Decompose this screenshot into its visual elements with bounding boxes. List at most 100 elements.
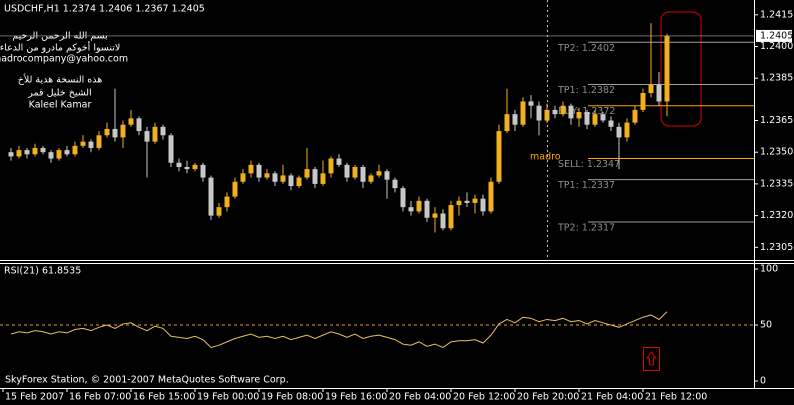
- arrow-box: [643, 347, 660, 371]
- candle-body: [576, 112, 582, 119]
- candle-body: [232, 181, 238, 197]
- candle-body: [560, 105, 566, 115]
- y-tick-label: 50: [760, 320, 772, 331]
- candle-body: [600, 114, 606, 121]
- x-tick-label: 20 Feb 12:00: [453, 392, 515, 403]
- candle-body: [328, 158, 334, 174]
- y-tick-label: 1.2415: [760, 9, 793, 20]
- candle-body: [88, 141, 94, 148]
- candle-body: [416, 200, 422, 212]
- x-tick-label: 16 Feb 15:00: [133, 392, 195, 403]
- candle-body: [112, 128, 118, 138]
- candle-body: [624, 122, 630, 138]
- x-tick-label: 20 Feb 04:00: [389, 392, 451, 403]
- candle-body: [64, 150, 70, 155]
- candle-body: [432, 213, 438, 218]
- candle-body: [656, 84, 662, 102]
- chart-title: USDCHF,H1 1.2374 1.2406 1.2367 1.2405: [4, 4, 205, 15]
- candle-body: [224, 196, 230, 208]
- candle-body: [200, 164, 206, 178]
- candle-body: [56, 150, 62, 159]
- candle-body: [392, 179, 398, 189]
- candle-body: [8, 152, 14, 157]
- annotation: madrocompany@yahoo.com: [0, 54, 128, 65]
- candle-body: [240, 173, 246, 182]
- candle-body: [504, 114, 510, 132]
- candle-body: [152, 126, 158, 142]
- candle-body: [480, 198, 486, 212]
- x-tick-label: 19 Feb 00:00: [197, 392, 259, 403]
- candle-body: [664, 35, 670, 102]
- candle-body: [144, 131, 150, 142]
- candle-body: [472, 198, 478, 203]
- level-label: TP1: 1.2382: [557, 85, 615, 96]
- candle-body: [552, 109, 558, 115]
- x-tick-label: 20 Feb 20:00: [517, 392, 579, 403]
- arrow-icon: [646, 351, 657, 366]
- highlight-box: [660, 11, 702, 127]
- candle-body: [368, 175, 374, 182]
- candle-body: [568, 105, 574, 119]
- y-tick-label: 1.2320: [760, 210, 793, 221]
- candle-body: [520, 101, 526, 125]
- candle-body: [496, 131, 502, 182]
- candle-body: [168, 135, 174, 163]
- y-tick-label: 1.2400: [760, 41, 793, 52]
- candle-body: [304, 169, 310, 178]
- annotation: Kaleel Kamar: [29, 100, 92, 111]
- y-tick-label: 1.2365: [760, 115, 793, 126]
- candle-body: [616, 126, 622, 138]
- candle-body: [160, 126, 166, 136]
- candle-body: [376, 171, 382, 176]
- candle-body: [24, 150, 30, 155]
- candle-body: [408, 207, 414, 212]
- candle-body: [48, 152, 54, 159]
- candle-body: [32, 147, 38, 155]
- rsi-line: [10, 311, 668, 349]
- candle-body: [592, 114, 598, 125]
- level-label: SELL: 1.2347: [558, 159, 620, 170]
- candle-body: [352, 166, 358, 178]
- candle-body: [344, 164, 350, 178]
- candle-body: [640, 93, 646, 110]
- candle-body: [296, 177, 302, 187]
- candle-body: [136, 118, 142, 132]
- candle-body: [584, 112, 590, 125]
- x-tick-label: 16 Feb 07:00: [69, 392, 131, 403]
- candle-body: [360, 166, 366, 182]
- candle-body: [40, 147, 46, 153]
- y-tick-label: 0: [760, 376, 766, 387]
- candle-body: [216, 207, 222, 216]
- candle-body: [72, 145, 78, 155]
- x-tick-label: 21 Feb 04:00: [581, 392, 643, 403]
- candle-body: [128, 118, 134, 125]
- candle-body: [512, 114, 518, 125]
- candle-body: [448, 205, 454, 229]
- candle-body: [536, 105, 542, 121]
- candle-body: [648, 84, 654, 94]
- candle-body: [256, 164, 262, 178]
- y-tick-label: 1.2385: [760, 73, 793, 84]
- candle-body: [544, 109, 550, 121]
- annotation: لاتنسوا أخوكم مادرو من الدعاء: [0, 41, 120, 54]
- y-tick-label: 1.2335: [760, 178, 793, 189]
- level-label: TP2: 1.2402: [557, 43, 615, 54]
- candle-body: [272, 173, 278, 182]
- x-tick-label: 15 Feb 2007: [5, 392, 64, 403]
- candle-body: [208, 177, 214, 216]
- candle-body: [16, 150, 22, 157]
- candle-body: [464, 200, 470, 203]
- x-tick-label: 19 Feb 16:00: [325, 392, 387, 403]
- candle-body: [96, 135, 102, 148]
- y-tick-label: 1.2350: [760, 147, 793, 158]
- candle-body: [488, 181, 494, 212]
- candle-body: [184, 166, 190, 170]
- candle-body: [400, 188, 406, 208]
- annotation: الشيخ خليل قمر: [27, 88, 91, 99]
- candle-body: [320, 173, 326, 184]
- candle-body: [424, 200, 430, 218]
- level-label: TP2: 1.2317: [557, 222, 615, 233]
- rsi-title: RSI(21) 61.8535: [4, 266, 81, 277]
- candle-body: [264, 173, 270, 178]
